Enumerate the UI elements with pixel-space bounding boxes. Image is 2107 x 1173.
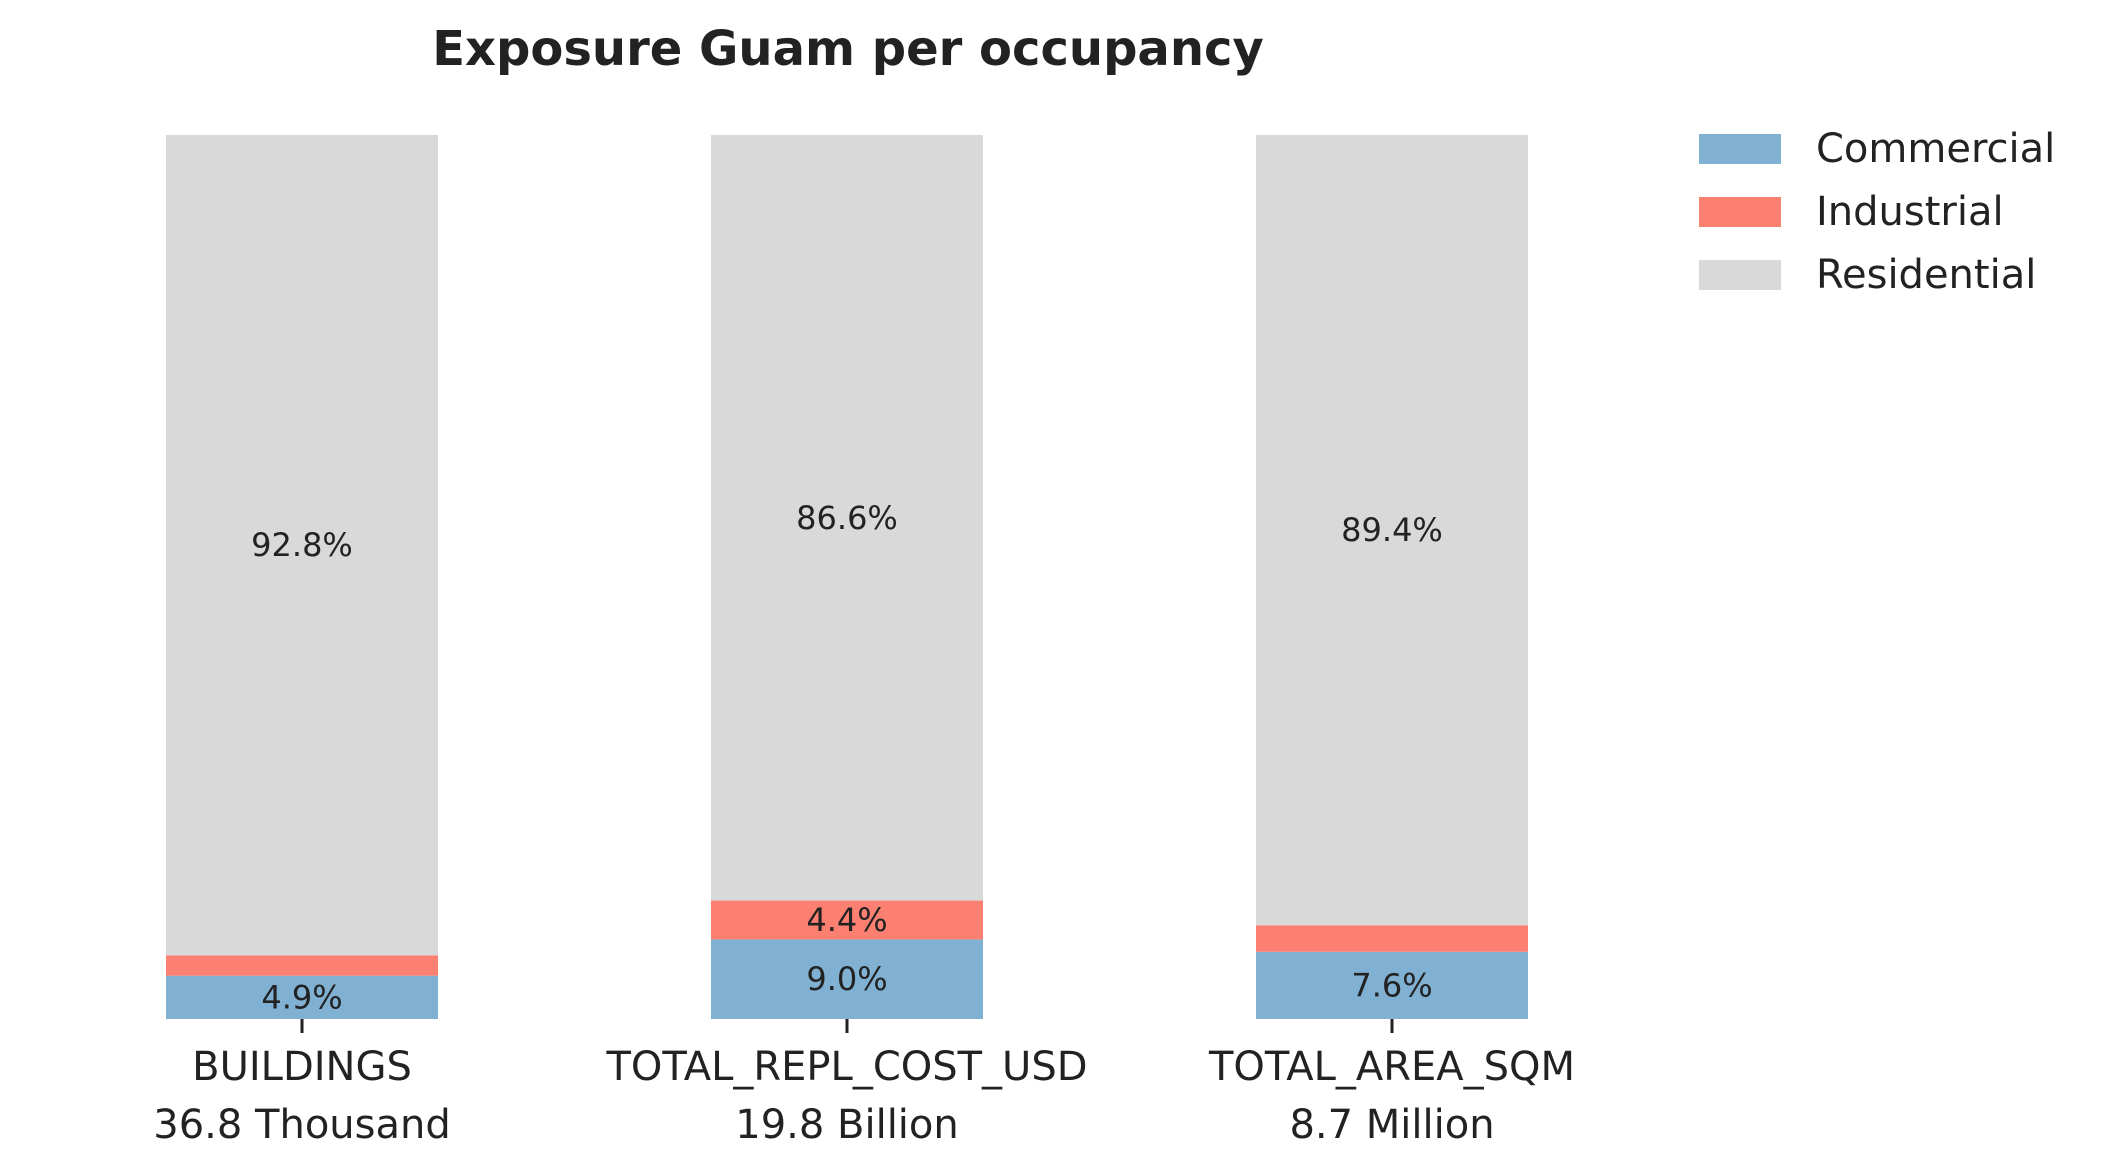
bar-total-repl-cost-usd-residential [711,135,983,901]
x-tick-total-label: 19.8 Billion [735,1102,959,1148]
x-tick-label: TOTAL_REPL_COST_USD [605,1044,1087,1090]
bar-total-area-sqm-residential [1256,135,1528,926]
bar-buildings-commercial [166,975,438,1019]
bar-buildings-industrial [166,955,438,976]
data-label-total-repl-cost-usd-residential: 86.6% [796,499,898,537]
bar-total-repl-cost-usd-commercial [711,939,983,1019]
bar-total-area-sqm-commercial [1256,951,1528,1019]
data-label-total-repl-cost-usd-industrial: 4.4% [806,901,887,939]
x-tick-label: BUILDINGS [192,1044,412,1090]
data-label-total-repl-cost-usd-commercial: 9.0% [806,960,887,998]
x-axis: BUILDINGS 36.8 Thousand TOTAL_REPL_COST_US… [153,1019,1575,1148]
data-label-buildings-residential: 92.8% [251,526,353,564]
legend: Commercial Industrial Residential [1699,126,2055,298]
legend-label-commercial: Commercial [1816,126,2055,172]
x-tick-label: TOTAL_AREA_SQM [1208,1044,1575,1090]
bar-total-area-sqm-industrial [1256,925,1528,952]
legend-label-residential: Residential [1816,252,2036,298]
data-label-buildings-commercial: 4.9% [261,978,342,1016]
x-tick-total-label: 8.7 Million [1289,1102,1494,1148]
legend-swatch-industrial [1699,197,1781,227]
data-label-total-area-sqm-commercial: 7.6% [1351,966,1432,1004]
legend-label-industrial: Industrial [1816,189,2004,235]
x-tick-total-label: 36.8 Thousand [153,1102,450,1148]
stacked-bars: 4.9% 92.8% 9.0% 4.4% 86.6% 7.6% 89.4% [166,135,1528,1019]
legend-swatch-commercial [1699,134,1781,164]
chart-title: Exposure Guam per occupancy [432,21,1263,77]
legend-swatch-residential [1699,260,1781,290]
bar-total-repl-cost-usd-industrial [711,900,983,940]
data-label-total-area-sqm-residential: 89.4% [1341,511,1443,549]
bar-buildings-residential [166,135,438,956]
